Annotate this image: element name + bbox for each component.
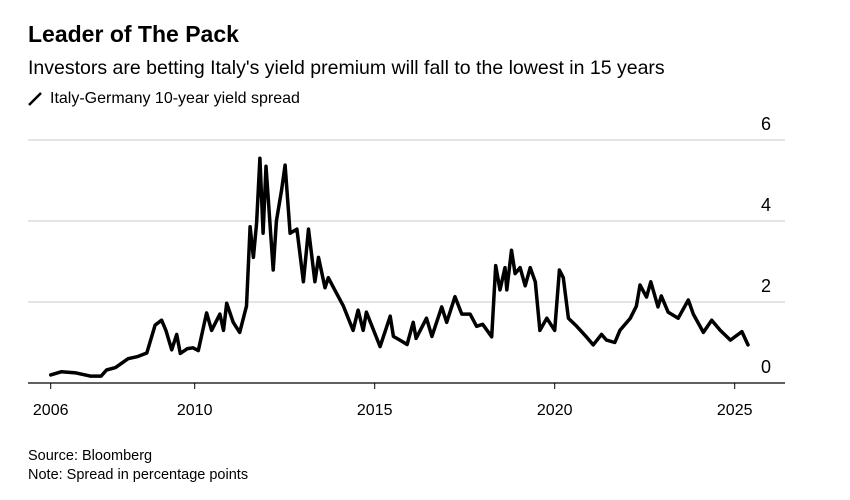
x-tick-label: 2010 [177, 402, 213, 419]
y-tick-label: 2 [761, 276, 771, 296]
x-tick-label: 2006 [33, 402, 69, 419]
chart-subtitle: Investors are betting Italy's yield prem… [28, 57, 665, 79]
line-chart: 0 2 4 6 2006 2010 2015 2020 2025 [28, 114, 785, 419]
source-note: Source: Bloomberg [28, 448, 153, 464]
y-tick-label: 0 [761, 357, 771, 377]
y-tick-label: 4 [761, 195, 771, 215]
legend-label: Italy-Germany 10-year yield spread [50, 90, 300, 107]
footnote: Note: Spread in percentage points [28, 467, 249, 483]
spread-series-line [48, 156, 750, 378]
x-tick-label: 2025 [717, 402, 753, 419]
x-tick-label: 2020 [537, 402, 573, 419]
x-tick-label: 2015 [357, 402, 393, 419]
y-tick-label: 6 [761, 114, 771, 134]
chart-title: Leader of The Pack [28, 21, 239, 47]
line-legend-icon [28, 92, 42, 106]
legend: Italy-Germany 10-year yield spread [28, 90, 300, 108]
